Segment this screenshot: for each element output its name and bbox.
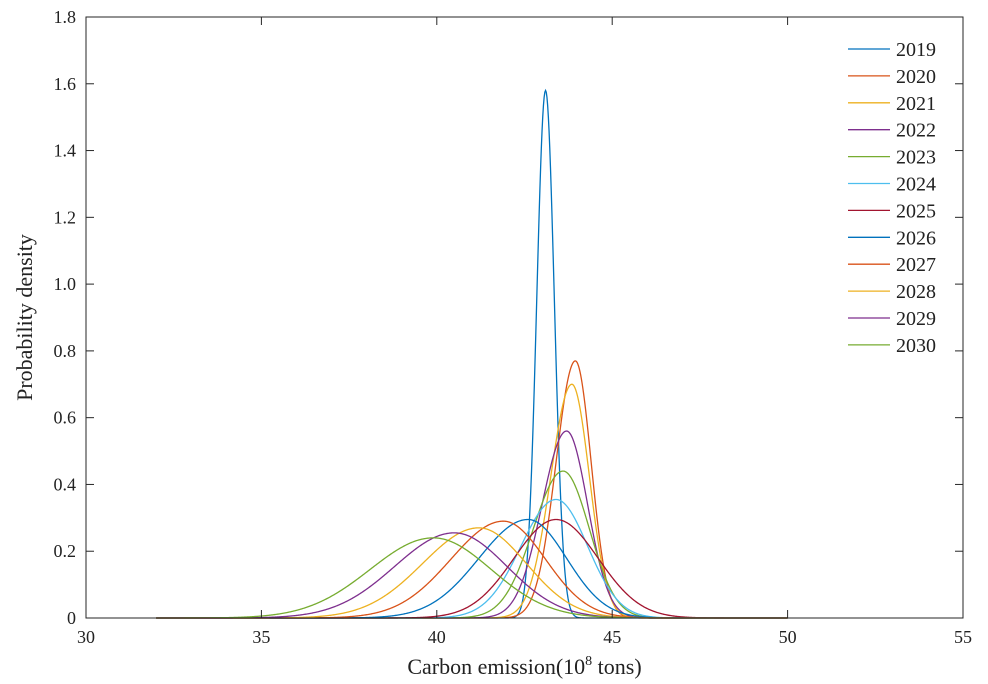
legend-label-2024: 2024 (896, 174, 936, 196)
y-tick-label: 1.4 (54, 141, 77, 161)
x-axis-title-prefix: Carbon emission(10 (407, 654, 585, 679)
x-tick-label: 30 (77, 627, 95, 647)
legend-label-2030: 2030 (896, 335, 936, 357)
x-axis-title-suffix: tons) (592, 654, 642, 679)
legend-label-2025: 2025 (896, 200, 936, 222)
y-tick-label: 0 (67, 608, 76, 628)
tick-labels: 30 35 40 45 50 55 0 0.2 0.4 0.6 0.8 1.0 1.2 1.4 1.6 1.8 (54, 7, 973, 647)
y-tick-label: 1.8 (54, 7, 77, 27)
y-tick-label: 0.4 (54, 474, 77, 494)
y-tick-label: 0.2 (54, 541, 77, 561)
y-tick-label: 1.6 (54, 74, 77, 94)
legend-label-2027: 2027 (896, 254, 936, 276)
plot-frame (85, 16, 964, 619)
y-tick-label: 1.2 (54, 207, 77, 227)
y-axis-title: Probability density (12, 234, 37, 401)
legend-label-2019: 2019 (896, 39, 936, 61)
x-tick-label: 40 (428, 627, 446, 647)
legend-label-2022: 2022 (896, 120, 936, 142)
legend-label-2026: 2026 (896, 227, 936, 249)
y-tick-label: 0.6 (54, 408, 77, 428)
legend: 2019 2020 2021 2022 2023 2024 2025 2026 2027 2028… (848, 39, 936, 357)
x-tick-label: 35 (252, 627, 270, 647)
legend-label-2029: 2029 (896, 308, 936, 330)
x-tick-label: 50 (779, 627, 797, 647)
x-tick-label: 45 (603, 627, 621, 647)
legend-label-2023: 2023 (896, 147, 936, 169)
legend-label-2020: 2020 (896, 66, 936, 88)
legend-label-2028: 2028 (896, 281, 936, 303)
x-axis-title-superscript: 8 (585, 654, 592, 669)
axis-ticks (85, 16, 964, 619)
x-axis-title: Carbon emission(108 tons) (407, 654, 641, 679)
y-tick-label: 1.0 (54, 274, 77, 294)
x-tick-label: 55 (954, 627, 972, 647)
legend-label-2021: 2021 (896, 93, 936, 115)
y-tick-label: 0.8 (54, 341, 77, 361)
